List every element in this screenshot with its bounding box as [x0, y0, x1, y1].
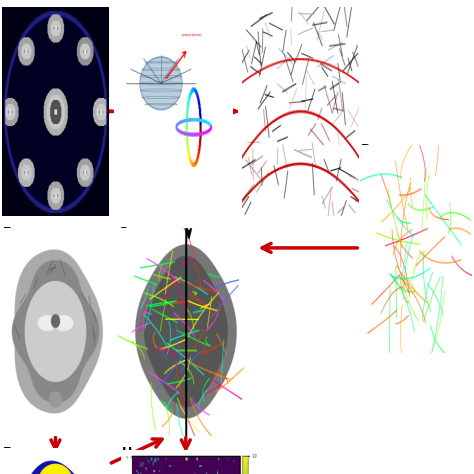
Text: D: D [361, 143, 372, 156]
Text: F: F [3, 446, 12, 458]
Text: E: E [3, 226, 12, 239]
Text: A: A [3, 6, 13, 18]
Text: B: B [117, 6, 127, 18]
Text: H: H [122, 446, 132, 458]
Text: G: G [117, 226, 128, 239]
Text: C: C [243, 6, 252, 18]
